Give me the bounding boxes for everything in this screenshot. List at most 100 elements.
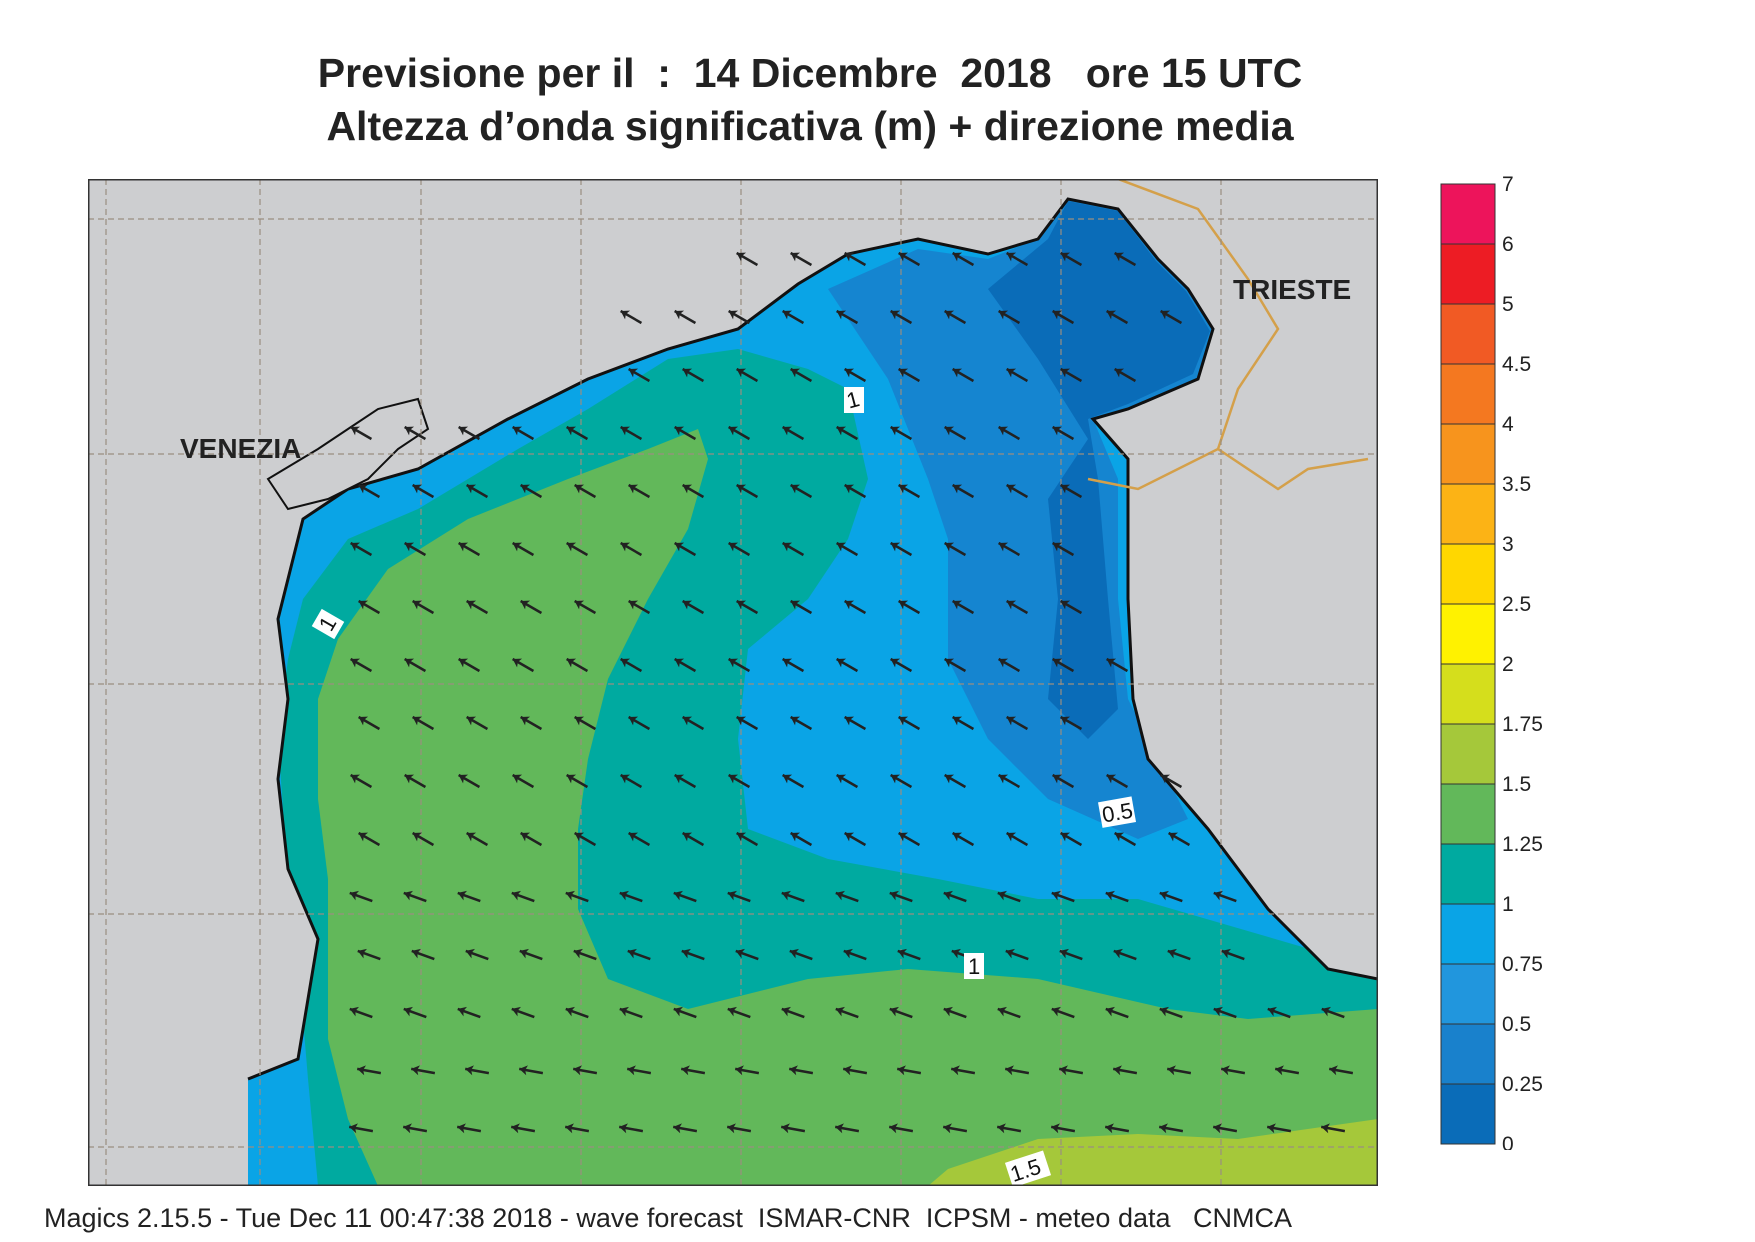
wave-direction-arrow [681, 948, 705, 961]
wave-direction-arrow [512, 425, 535, 441]
wave-direction-arrow [673, 890, 697, 903]
wave-direction-arrow [1168, 831, 1191, 847]
wave-direction-arrow [890, 309, 913, 325]
legend-tick-label: 1.25 [1502, 833, 1543, 856]
wave-direction-arrow [620, 773, 643, 789]
wave-direction-arrow [1060, 251, 1083, 267]
wave-direction-arrow [403, 1006, 427, 1019]
wave-direction-arrow [1321, 1006, 1345, 1019]
wave-direction-arrow [465, 948, 489, 961]
wave-direction-arrow [1006, 831, 1029, 847]
wave-direction-arrow [350, 425, 373, 441]
wave-direction-arrow [1113, 948, 1137, 961]
wave-direction-arrow [888, 1123, 914, 1134]
wave-direction-arrow [520, 599, 543, 615]
legend-swatch [1440, 423, 1496, 485]
wave-direction-arrow [734, 1065, 760, 1076]
legend-swatch [1440, 483, 1496, 545]
wave-direction-arrow [672, 1123, 698, 1134]
wave-direction-arrow [518, 1065, 544, 1076]
wave-direction-arrow [574, 599, 597, 615]
wave-direction-arrow [1320, 1123, 1346, 1134]
wave-direction-arrow [511, 1006, 535, 1019]
wave-direction-arrow [566, 425, 589, 441]
legend-swatch [1440, 543, 1496, 605]
wave-direction-arrow [790, 715, 813, 731]
wave-direction-arrow [1159, 1006, 1183, 1019]
wave-direction-arrow [1114, 367, 1137, 383]
graticule [88, 179, 1378, 1186]
wave-direction-arrow [1058, 1065, 1084, 1076]
wave-direction-arrow [1051, 1006, 1075, 1019]
wave-direction-arrow [727, 890, 751, 903]
wave-direction-arrow [1212, 1123, 1238, 1134]
wave-direction-arrow [357, 948, 381, 961]
wave-direction-arrow [944, 309, 967, 325]
wave-direction-arrow [834, 1123, 860, 1134]
wave-direction-arrow [736, 483, 759, 499]
wave-direction-arrow [898, 599, 921, 615]
wave-direction-arrow [627, 948, 651, 961]
legend-swatch [1440, 363, 1496, 425]
wave-direction-arrow [998, 309, 1021, 325]
legend-tick-label: 1.5 [1502, 773, 1531, 796]
wave-direction-arrow [952, 831, 975, 847]
wave-direction-arrow [1052, 425, 1075, 441]
wave-direction-arrow [844, 599, 867, 615]
wave-direction-arrow [466, 831, 489, 847]
wave-direction-arrow [942, 1123, 968, 1134]
wave-direction-arrow [566, 657, 589, 673]
wave-direction-arrow [790, 483, 813, 499]
wave-direction-arrow [1266, 1123, 1292, 1134]
wave-direction-arrow [457, 890, 481, 903]
wave-direction-arrow [836, 425, 859, 441]
wave-direction-arrow [574, 831, 597, 847]
wave-direction-arrow [1050, 1123, 1076, 1134]
wave-direction-arrow [1060, 715, 1083, 731]
legend-swatch [1440, 1083, 1496, 1145]
wave-direction-arrow [790, 367, 813, 383]
wave-direction-arrow [736, 251, 759, 267]
wave-direction-arrow [1006, 599, 1029, 615]
wave-direction-arrow [1006, 251, 1029, 267]
wave-direction-arrow [626, 1065, 652, 1076]
wave-height-map: 1 1 0.5 1 1.5 VENEZIA TRIESTE [88, 179, 1378, 1186]
wave-direction-arrow [1160, 309, 1183, 325]
wave-direction-arrow [565, 1006, 589, 1019]
wave-direction-arrow [1052, 541, 1075, 557]
wave-direction-arrow [1158, 1123, 1184, 1134]
wave-direction-arrow [998, 425, 1021, 441]
wave-direction-arrow [998, 541, 1021, 557]
legend-swatch [1440, 663, 1496, 725]
wave-direction-arrow [412, 599, 435, 615]
wave-direction-arrow [510, 1123, 536, 1134]
legend-tick-label: 2.5 [1502, 593, 1531, 616]
legend-tick-label: 1.75 [1502, 713, 1543, 736]
wave-direction-arrow [512, 657, 535, 673]
wave-direction-arrow [1106, 657, 1129, 673]
wave-direction-arrow [350, 541, 373, 557]
wave-direction-arrow [348, 1123, 374, 1134]
wave-direction-arrow [836, 657, 859, 673]
direction-arrows [348, 251, 1354, 1134]
wave-direction-arrow [728, 657, 751, 673]
legend-swatch [1440, 303, 1496, 365]
legend-tick-label: 0.25 [1502, 1073, 1543, 1096]
legend-tick-label: 5 [1502, 293, 1514, 316]
wave-direction-arrow [1166, 1065, 1192, 1076]
wave-direction-arrow [997, 890, 1021, 903]
wave-direction-arrow [628, 483, 651, 499]
legend-swatch [1440, 603, 1496, 665]
wave-direction-arrow [673, 1006, 697, 1019]
wave-direction-arrow [844, 715, 867, 731]
wave-direction-arrow [898, 483, 921, 499]
wave-direction-arrow [566, 541, 589, 557]
wave-direction-arrow [998, 657, 1021, 673]
wave-direction-arrow [350, 657, 373, 673]
wave-direction-arrow [844, 251, 867, 267]
wave-direction-arrow [358, 715, 381, 731]
wave-direction-arrow [620, 657, 643, 673]
wave-direction-arrow [674, 425, 697, 441]
wave-direction-arrow [520, 483, 543, 499]
wave-direction-arrow [789, 948, 813, 961]
